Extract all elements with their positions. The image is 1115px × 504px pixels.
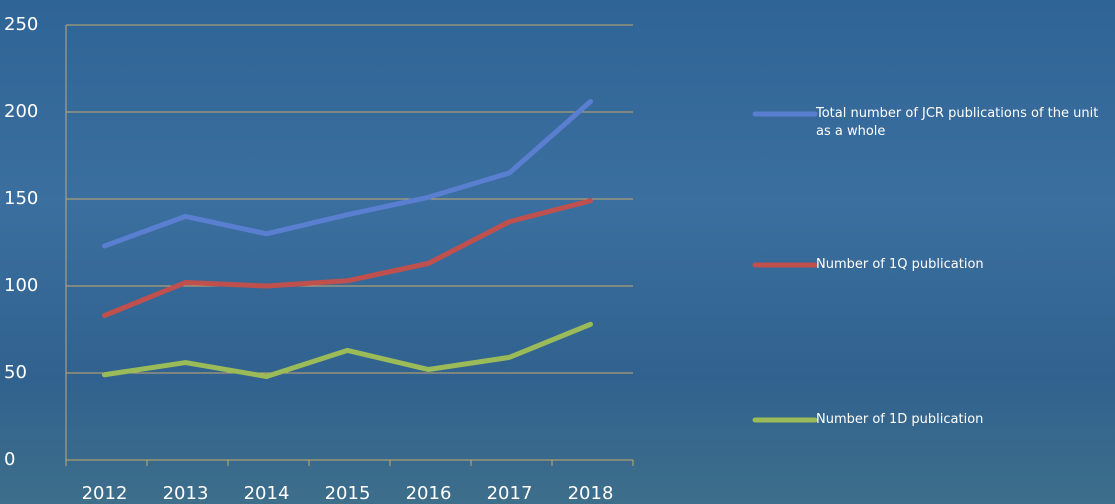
series-line <box>105 324 591 376</box>
x-tick-label: 2014 <box>244 483 290 504</box>
y-tick-label: 0 <box>4 449 15 470</box>
x-tick-label: 2015 <box>325 483 371 504</box>
legend-label: Number of 1Q publication <box>816 256 1115 274</box>
y-tick-label: 100 <box>4 275 38 296</box>
y-tick-label: 150 <box>4 188 38 209</box>
x-tick-label: 2016 <box>406 483 452 504</box>
y-tick-label: 50 <box>4 362 27 383</box>
series-line <box>105 102 591 246</box>
y-tick-label: 250 <box>4 14 38 35</box>
x-tick-label: 2013 <box>163 483 209 504</box>
legend-label: Total number of JCR publications of the … <box>816 105 1115 141</box>
y-tick-label: 200 <box>4 101 38 122</box>
legend-label: Number of 1D publication <box>816 411 1115 429</box>
x-tick-label: 2012 <box>82 483 128 504</box>
chart: 0 50 100 150 200 250 2012 2013 2014 2015 2016 2017 2… <box>0 0 1115 504</box>
x-tick-label: 2018 <box>568 483 614 504</box>
x-tick-label: 2017 <box>487 483 533 504</box>
